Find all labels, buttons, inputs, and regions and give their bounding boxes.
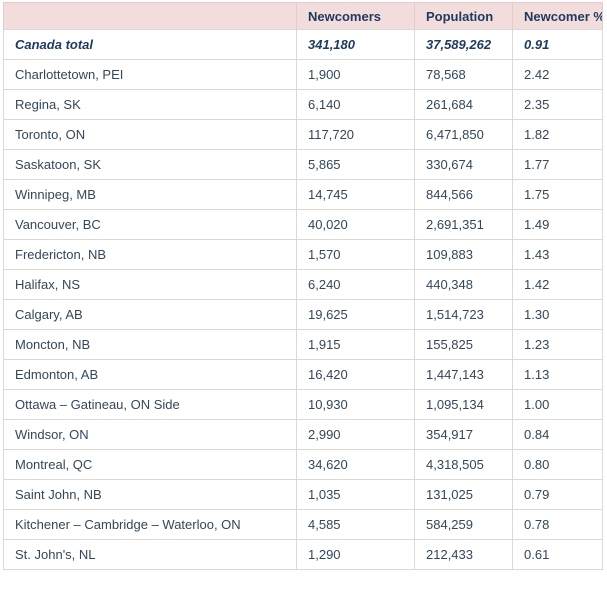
table-row: Ottawa – Gatineau, ON Side 10,930 1,095,13…: [3, 389, 603, 420]
table-row: Fredericton, NB 1,570 109,883 1.43: [3, 239, 603, 270]
total-row: Canada total 341,180 37,589,262 0.91: [3, 29, 603, 60]
population-cell: 37,589,262: [414, 29, 513, 60]
newcomers-cell: 1,290: [296, 539, 415, 570]
table-row: Calgary, AB 19,625 1,514,723 1.30: [3, 299, 603, 330]
city-cell: St. John's, NL: [3, 539, 297, 570]
newcomers-cell: 19,625: [296, 299, 415, 330]
column-header-population: Population: [414, 2, 513, 30]
city-cell: Saint John, NB: [3, 479, 297, 510]
newcomer-pct-cell: 1.23: [512, 329, 603, 360]
table-row: Saskatoon, SK 5,865 330,674 1.77: [3, 149, 603, 180]
newcomer-pct-cell: 1.75: [512, 179, 603, 210]
population-cell: 109,883: [414, 239, 513, 270]
city-cell: Saskatoon, SK: [3, 149, 297, 180]
table-row: Toronto, ON 117,720 6,471,850 1.82: [3, 119, 603, 150]
population-cell: 261,684: [414, 89, 513, 120]
city-cell: Charlottetown, PEI: [3, 59, 297, 90]
population-cell: 155,825: [414, 329, 513, 360]
table-row: Halifax, NS 6,240 440,348 1.42: [3, 269, 603, 300]
newcomers-cell: 117,720: [296, 119, 415, 150]
population-cell: 131,025: [414, 479, 513, 510]
newcomer-pct-cell: 2.35: [512, 89, 603, 120]
newcomer-pct-cell: 1.30: [512, 299, 603, 330]
newcomers-table: Newcomers Population Newcomer % Canada t…: [3, 2, 603, 570]
newcomer-pct-cell: 0.80: [512, 449, 603, 480]
newcomers-cell: 16,420: [296, 359, 415, 390]
newcomers-cell: 1,900: [296, 59, 415, 90]
city-cell: Kitchener – Cambridge – Waterloo, ON: [3, 509, 297, 540]
population-cell: 1,514,723: [414, 299, 513, 330]
table-row: St. John's, NL 1,290 212,433 0.61: [3, 539, 603, 570]
city-cell: Ottawa – Gatineau, ON Side: [3, 389, 297, 420]
newcomers-cell: 14,745: [296, 179, 415, 210]
table-row: Kitchener – Cambridge – Waterloo, ON 4,58…: [3, 509, 603, 540]
table-row: Vancouver, BC 40,020 2,691,351 1.49: [3, 209, 603, 240]
newcomers-cell: 5,865: [296, 149, 415, 180]
newcomer-pct-cell: 0.61: [512, 539, 603, 570]
city-cell: Montreal, QC: [3, 449, 297, 480]
newcomer-pct-cell: 0.84: [512, 419, 603, 450]
table-row: Edmonton, AB 16,420 1,447,143 1.13: [3, 359, 603, 390]
newcomers-cell: 10,930: [296, 389, 415, 420]
header-row: Newcomers Population Newcomer %: [3, 2, 603, 30]
population-cell: 354,917: [414, 419, 513, 450]
newcomer-pct-cell: 1.00: [512, 389, 603, 420]
population-cell: 2,691,351: [414, 209, 513, 240]
newcomers-cell: 6,240: [296, 269, 415, 300]
newcomers-cell: 1,570: [296, 239, 415, 270]
newcomer-pct-cell: 1.82: [512, 119, 603, 150]
newcomer-pct-cell: 1.42: [512, 269, 603, 300]
city-cell: Regina, SK: [3, 89, 297, 120]
newcomers-cell: 4,585: [296, 509, 415, 540]
population-cell: 584,259: [414, 509, 513, 540]
newcomers-cell: 1,035: [296, 479, 415, 510]
newcomer-pct-cell: 0.91: [512, 29, 603, 60]
table-row: Winnipeg, MB 14,745 844,566 1.75: [3, 179, 603, 210]
city-cell: Calgary, AB: [3, 299, 297, 330]
table-row: Saint John, NB 1,035 131,025 0.79: [3, 479, 603, 510]
population-cell: 1,095,134: [414, 389, 513, 420]
column-header-city: [3, 2, 297, 30]
newcomer-pct-cell: 1.43: [512, 239, 603, 270]
table-row: Windsor, ON 2,990 354,917 0.84: [3, 419, 603, 450]
column-header-newcomers: Newcomers: [296, 2, 415, 30]
city-cell: Winnipeg, MB: [3, 179, 297, 210]
table-row: Montreal, QC 34,620 4,318,505 0.80: [3, 449, 603, 480]
city-cell: Canada total: [3, 29, 297, 60]
table-row: Charlottetown, PEI 1,900 78,568 2.42: [3, 59, 603, 90]
city-cell: Fredericton, NB: [3, 239, 297, 270]
population-cell: 78,568: [414, 59, 513, 90]
newcomer-pct-cell: 1.49: [512, 209, 603, 240]
population-cell: 440,348: [414, 269, 513, 300]
population-cell: 4,318,505: [414, 449, 513, 480]
newcomers-cell: 40,020: [296, 209, 415, 240]
newcomers-cell: 34,620: [296, 449, 415, 480]
population-cell: 1,447,143: [414, 359, 513, 390]
newcomers-cell: 2,990: [296, 419, 415, 450]
table-row: Regina, SK 6,140 261,684 2.35: [3, 89, 603, 120]
newcomers-cell: 1,915: [296, 329, 415, 360]
city-cell: Halifax, NS: [3, 269, 297, 300]
newcomer-pct-cell: 0.79: [512, 479, 603, 510]
newcomers-cell: 6,140: [296, 89, 415, 120]
population-cell: 330,674: [414, 149, 513, 180]
population-cell: 212,433: [414, 539, 513, 570]
population-cell: 844,566: [414, 179, 513, 210]
newcomer-pct-cell: 1.77: [512, 149, 603, 180]
population-cell: 6,471,850: [414, 119, 513, 150]
city-cell: Moncton, NB: [3, 329, 297, 360]
newcomers-table-container: Newcomers Population Newcomer % Canada t…: [3, 2, 603, 570]
city-cell: Edmonton, AB: [3, 359, 297, 390]
newcomer-pct-cell: 0.78: [512, 509, 603, 540]
newcomer-pct-cell: 2.42: [512, 59, 603, 90]
newcomers-cell: 341,180: [296, 29, 415, 60]
city-cell: Windsor, ON: [3, 419, 297, 450]
table-row: Moncton, NB 1,915 155,825 1.23: [3, 329, 603, 360]
column-header-newcomer-pct: Newcomer %: [512, 2, 603, 30]
newcomer-pct-cell: 1.13: [512, 359, 603, 390]
city-cell: Vancouver, BC: [3, 209, 297, 240]
city-cell: Toronto, ON: [3, 119, 297, 150]
